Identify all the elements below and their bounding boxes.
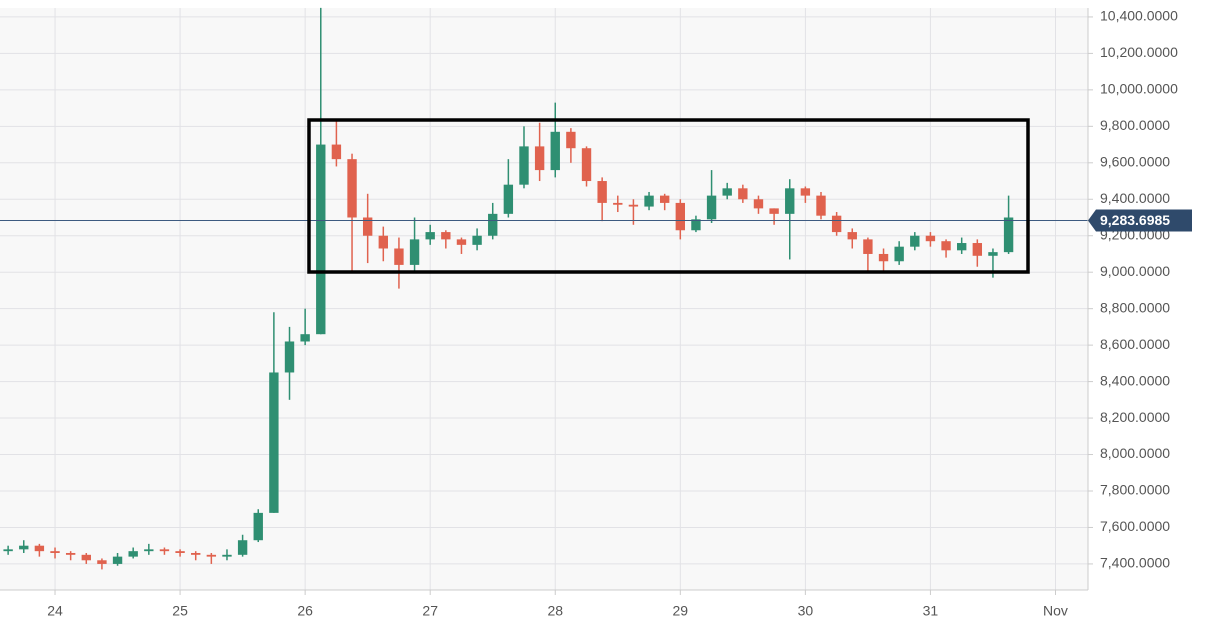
candle-body: [222, 554, 232, 557]
candle-body: [519, 146, 529, 185]
candle-body: [816, 195, 826, 216]
candle-body: [597, 181, 607, 203]
candle-body: [941, 241, 951, 251]
candle-body: [503, 184, 514, 214]
candle-body: [425, 232, 435, 240]
candle-body: [691, 219, 701, 231]
candle-body: [613, 202, 623, 205]
candle-body: [566, 131, 576, 149]
candle-body: [738, 188, 748, 200]
candle-body: [206, 554, 217, 557]
x-tick-label: 28: [547, 603, 563, 619]
candle-body: [957, 243, 967, 251]
candle-body: [19, 545, 29, 550]
x-tick-label: 30: [798, 603, 814, 619]
candle-body: [925, 235, 936, 242]
y-tick-label: 10,200.0000: [1100, 44, 1178, 60]
candle-body: [409, 239, 420, 265]
candle-body: [910, 235, 920, 247]
candle-body: [144, 549, 154, 552]
y-tick-label: 9,400.0000: [1100, 190, 1170, 206]
y-tick-label: 7,600.0000: [1100, 518, 1170, 534]
candle-body: [550, 131, 560, 171]
labels: 7,400.0000 7,600.0000 7,800.0000 8,000.0000…: [47, 8, 1192, 619]
x-tick-label: 27: [422, 603, 438, 619]
x-tick-label: 26: [297, 603, 313, 619]
current-price-tag: [1088, 209, 1192, 232]
candle-body: [191, 552, 201, 555]
candles: [0, 7, 1088, 570]
candle-body: [3, 549, 13, 552]
candle-body: [300, 334, 310, 342]
candle-body: [675, 202, 686, 231]
y-tick-label: 8,800.0000: [1100, 299, 1170, 315]
candle-body: [1003, 217, 1014, 253]
candle-body: [456, 239, 467, 245]
candle-body: [97, 560, 107, 564]
y-tick-label: 7,400.0000: [1100, 555, 1170, 571]
candle-body: [378, 235, 388, 249]
candle-body: [237, 540, 248, 555]
y-tick-label: 7,800.0000: [1100, 482, 1170, 498]
candle-body: [894, 246, 904, 262]
candle-body: [878, 253, 889, 262]
candle-body: [785, 188, 795, 214]
candle-body: [34, 545, 45, 552]
x-tick-label: 25: [172, 603, 188, 619]
range-box: [307, 118, 1030, 274]
candle-body: [472, 235, 482, 245]
candle-body: [863, 239, 873, 254]
y-tick-label: 8,200.0000: [1100, 409, 1170, 425]
candle-body: [753, 199, 764, 209]
candle-body: [394, 248, 404, 265]
candle-body: [800, 188, 811, 196]
candle-body: [988, 252, 998, 256]
candle-body: [284, 341, 295, 373]
candle-body: [659, 195, 670, 203]
candle-body: [50, 551, 60, 553]
grid: [0, 8, 1093, 595]
x-tick-label: 29: [673, 603, 689, 619]
candle-body: [972, 243, 983, 256]
y-tick-label: 9,000.0000: [1100, 263, 1170, 279]
candle-body: [112, 556, 123, 564]
y-tick-label: 8,000.0000: [1100, 445, 1170, 461]
candle-body: [581, 148, 592, 182]
candle-body: [488, 213, 498, 236]
candle-body: [175, 551, 185, 553]
y-tick-label: 8,600.0000: [1100, 336, 1170, 352]
candle-body: [128, 551, 138, 557]
y-tick-label: 10,000.0000: [1100, 81, 1178, 97]
candle-body: [269, 372, 279, 513]
y-tick-label: 9,600.0000: [1100, 154, 1170, 170]
candle-body: [65, 552, 76, 555]
x-tick-label: Nov: [1043, 603, 1068, 619]
candle-body: [706, 195, 717, 220]
candle-body: [831, 215, 842, 233]
x-tick-label: 31: [923, 603, 939, 619]
plot-area: [0, 8, 1088, 590]
candle-body: [362, 217, 373, 236]
x-tick-label: 24: [47, 603, 63, 619]
y-tick-label: 9,800.0000: [1100, 117, 1170, 133]
candle-body: [441, 232, 451, 240]
y-tick-label: 10,400.0000: [1100, 8, 1178, 24]
candle-body: [534, 146, 545, 171]
candle-body: [769, 208, 779, 214]
candle-body: [628, 204, 639, 207]
candle-body: [644, 195, 654, 207]
candle-body: [159, 549, 170, 552]
candle-body: [316, 144, 326, 335]
candle-body: [81, 554, 91, 561]
candle-body: [347, 159, 357, 218]
candle-body: [331, 144, 342, 160]
current-price-label: 9,283.6985: [1100, 212, 1170, 228]
candle-body: [253, 512, 263, 541]
y-tick-label: 8,400.0000: [1100, 372, 1170, 388]
candle-body: [847, 232, 857, 240]
candle-body: [722, 188, 732, 196]
